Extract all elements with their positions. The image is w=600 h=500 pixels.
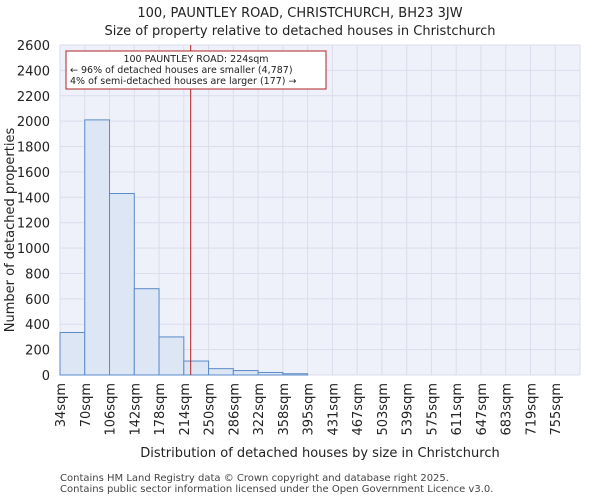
x-tick-label: 106sqm: [104, 383, 119, 436]
y-tick-label: 0: [42, 369, 50, 384]
y-tick-label: 1200: [17, 217, 50, 232]
x-tick-label: 575sqm: [425, 383, 440, 436]
chart-subtitle: Size of property relative to detached ho…: [104, 24, 495, 39]
x-tick-label: 503sqm: [376, 383, 391, 436]
y-tick-label: 2000: [17, 115, 50, 130]
x-tick-label: 70sqm: [79, 383, 94, 427]
annotation-line-3: 4% of semi-detached houses are larger (1…: [70, 76, 297, 87]
bar-70sqm: [84, 119, 111, 376]
bar-286sqm: [232, 370, 259, 376]
y-tick-label: 1000: [17, 242, 50, 257]
x-tick-label: 286sqm: [227, 383, 242, 436]
x-tick-label: 358sqm: [277, 383, 292, 436]
x-tick-label: 719sqm: [524, 383, 539, 436]
x-tick-label: 755sqm: [549, 383, 564, 436]
y-tick-label: 1600: [17, 166, 50, 181]
y-axis-ticks: 0 200 400 600 800 1000 1200 1400 1600 1800 2000 220…: [17, 39, 50, 384]
x-tick-label: 322sqm: [252, 383, 267, 436]
y-tick-label: 600: [25, 293, 50, 308]
bar-178sqm: [158, 336, 185, 376]
x-tick-label: 539sqm: [401, 383, 416, 436]
x-tick-label: 467sqm: [351, 383, 366, 436]
bar-214sqm: [183, 360, 210, 376]
y-tick-label: 2600: [17, 39, 50, 54]
bar-34sqm: [59, 331, 86, 376]
y-tick-label: 200: [25, 344, 50, 359]
bar-106sqm: [109, 193, 135, 376]
bar-250sqm: [208, 368, 234, 376]
x-tick-label: 395sqm: [302, 383, 317, 436]
y-axis-label: Number of detached properties: [3, 128, 18, 333]
bars: [59, 119, 309, 376]
y-tick-label: 800: [25, 267, 50, 282]
x-tick-label: 142sqm: [128, 383, 143, 436]
x-tick-label: 431sqm: [326, 383, 341, 436]
x-tick-label: 34sqm: [54, 383, 69, 427]
footer-line-2: Contains public sector information licen…: [60, 484, 494, 495]
annotation-line-2: ← 96% of detached houses are smaller (4,…: [70, 65, 293, 76]
x-axis-label: Distribution of detached houses by size …: [140, 446, 499, 461]
x-tick-label: 250sqm: [203, 383, 218, 436]
chart-title: 100, PAUNTLEY ROAD, CHRISTCHURCH, BH23 3…: [137, 6, 462, 21]
x-tick-label: 683sqm: [500, 383, 515, 436]
bar-322sqm: [257, 371, 284, 376]
y-tick-label: 1800: [17, 141, 50, 156]
y-tick-label: 2200: [17, 90, 50, 105]
annotation-frame: [65, 50, 327, 90]
y-tick-label: 1400: [17, 191, 50, 206]
x-tick-label: 647sqm: [475, 383, 490, 436]
y-tick-label: 2400: [17, 64, 50, 79]
footer-line-1: Contains HM Land Registry data © Crown c…: [60, 473, 449, 484]
bar-142sqm: [133, 288, 160, 376]
annotation-box: 100 PAUNTLEY ROAD: 224sqm ← 96% of detac…: [65, 50, 327, 90]
y-tick-label: 400: [25, 318, 50, 333]
x-tick-label: 214sqm: [178, 383, 193, 436]
annotation-line-1: 100 PAUNTLEY ROAD: 224sqm: [123, 54, 268, 65]
x-tick-label: 178sqm: [153, 383, 168, 436]
x-tick-label: 611sqm: [450, 383, 465, 436]
bar-358sqm: [282, 373, 309, 376]
x-axis-ticks: 34sqm 70sqm 106sqm 142sqm 178sqm 214sqm 250sqm…: [54, 383, 564, 436]
